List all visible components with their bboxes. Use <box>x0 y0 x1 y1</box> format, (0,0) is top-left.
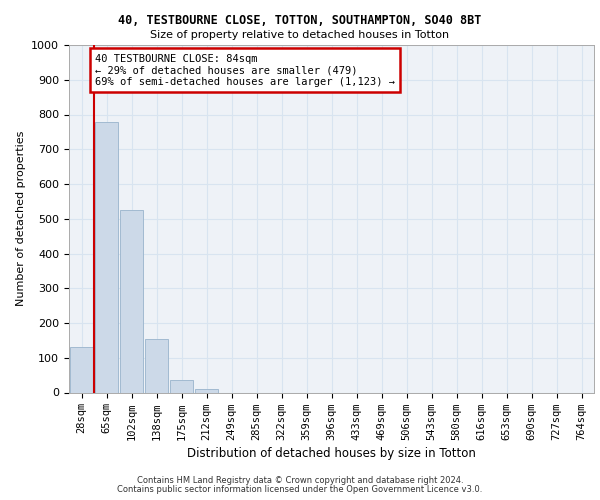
Bar <box>170 380 193 392</box>
Text: Contains HM Land Registry data © Crown copyright and database right 2024.: Contains HM Land Registry data © Crown c… <box>137 476 463 485</box>
Text: 40, TESTBOURNE CLOSE, TOTTON, SOUTHAMPTON, SO40 8BT: 40, TESTBOURNE CLOSE, TOTTON, SOUTHAMPTO… <box>118 14 482 27</box>
X-axis label: Distribution of detached houses by size in Totton: Distribution of detached houses by size … <box>187 446 476 460</box>
Bar <box>145 338 169 392</box>
Bar <box>119 210 143 392</box>
Bar <box>194 389 218 392</box>
Y-axis label: Number of detached properties: Number of detached properties <box>16 131 26 306</box>
Text: Size of property relative to detached houses in Totton: Size of property relative to detached ho… <box>151 30 449 40</box>
Bar <box>95 122 118 392</box>
Text: Contains public sector information licensed under the Open Government Licence v3: Contains public sector information licen… <box>118 485 482 494</box>
Bar <box>70 348 94 393</box>
Text: 40 TESTBOURNE CLOSE: 84sqm
← 29% of detached houses are smaller (479)
69% of sem: 40 TESTBOURNE CLOSE: 84sqm ← 29% of deta… <box>95 54 395 87</box>
